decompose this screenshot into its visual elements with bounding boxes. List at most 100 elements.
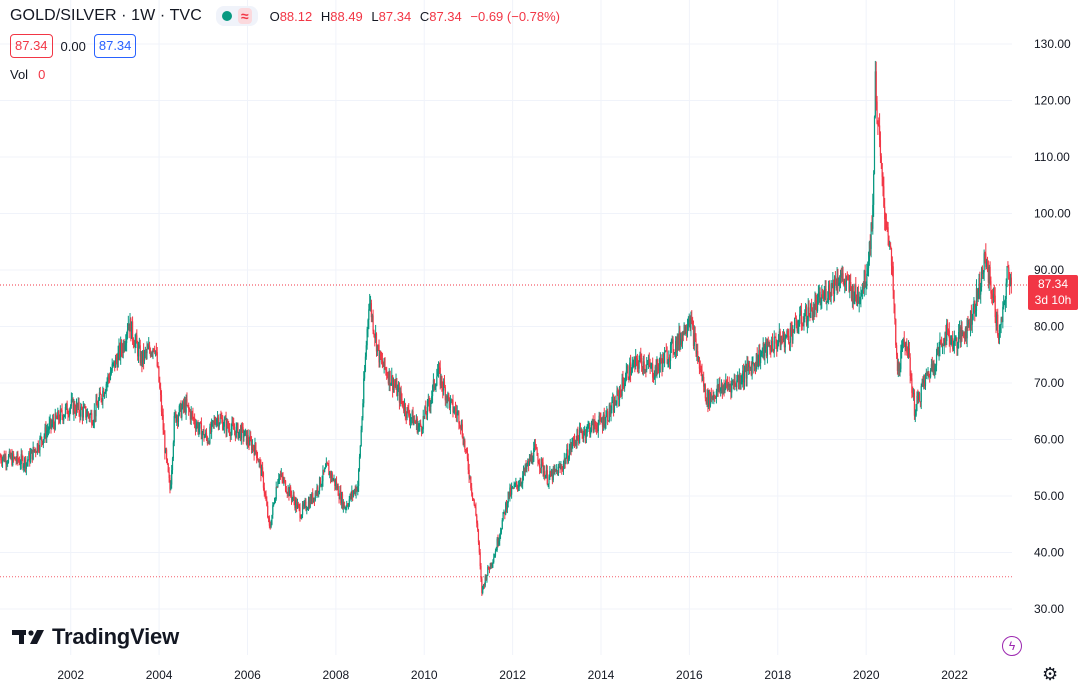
candle-body [548, 476, 550, 485]
candle-body [777, 340, 780, 344]
candle-body [788, 342, 791, 344]
candle-body [371, 315, 373, 318]
candle-body [217, 417, 220, 427]
candle-body [984, 253, 986, 255]
candle-body [330, 473, 333, 478]
candle-body [541, 458, 543, 463]
candle-body [199, 422, 201, 429]
candle-body [296, 503, 299, 509]
symbol-title[interactable]: GOLD/SILVER · 1W · TVC [10, 7, 202, 24]
candle-body [418, 425, 420, 427]
candle-body [840, 276, 842, 278]
candle-body [125, 342, 127, 346]
bid-button[interactable]: 87.34 [10, 34, 53, 58]
candle-body [426, 401, 429, 415]
approx-wave-icon[interactable]: ≈ [237, 8, 252, 24]
candle-body [276, 487, 278, 489]
y-tick-label: 70.00 [1034, 376, 1064, 390]
candle-body [453, 411, 455, 413]
candle-body [734, 381, 736, 385]
candle-body [722, 386, 724, 394]
candle-body [486, 575, 488, 580]
candle-body [1002, 306, 1004, 323]
candle-body [154, 350, 156, 352]
candle-body [341, 494, 343, 504]
candle-body [539, 464, 541, 468]
candle-body [188, 405, 190, 410]
candle-body [703, 384, 706, 387]
candle-body [14, 457, 16, 461]
candle-body [428, 400, 430, 405]
tradingview-logo[interactable]: TradingView [12, 624, 179, 650]
candle-body [508, 491, 510, 498]
candle-body [309, 497, 311, 508]
candle-body [482, 584, 485, 586]
candle-body [99, 392, 101, 395]
candle-body [724, 387, 726, 393]
candle-body [752, 363, 754, 365]
indicator-toggle[interactable]: ≈ [215, 6, 258, 26]
candle-body [863, 270, 865, 290]
candle-body [198, 428, 200, 432]
lightning-icon[interactable]: ϟ [1002, 636, 1022, 656]
candle-body [449, 399, 452, 408]
volume-value: 0 [38, 67, 46, 82]
candle-body [504, 511, 506, 515]
candle-body [996, 314, 998, 327]
candle-body [397, 387, 400, 389]
candle-body [628, 377, 630, 380]
candle-body [239, 429, 242, 440]
candle-body [48, 422, 50, 430]
candle-body [917, 395, 919, 400]
candle-body [17, 453, 19, 461]
candle-body [567, 448, 569, 462]
candle-body [150, 352, 152, 356]
candle-body [131, 321, 133, 339]
candle-body [252, 445, 254, 449]
candle-body [813, 311, 815, 315]
candle-body [966, 319, 968, 339]
candle-body [744, 366, 746, 372]
candle-body [673, 352, 675, 354]
candle-body [35, 449, 37, 453]
candle-body [769, 345, 771, 351]
candle-body [58, 419, 61, 422]
candle-body [890, 248, 893, 266]
candle-body [983, 253, 985, 273]
candle-body [806, 321, 808, 326]
volume-label[interactable]: Vol [10, 67, 29, 82]
candle-body [137, 343, 139, 357]
candle-body [204, 435, 206, 438]
candle-body [902, 339, 904, 344]
candle-body [144, 351, 146, 353]
candle-body [52, 420, 55, 425]
candle-body [551, 471, 554, 481]
candle-body [179, 403, 181, 406]
x-tick-label: 2008 [323, 668, 350, 682]
candle-body [938, 347, 940, 354]
ask-button[interactable]: 87.34 [93, 34, 137, 58]
candle-body [537, 455, 539, 463]
candle-body [911, 378, 913, 393]
candle-body [376, 344, 378, 352]
candle-body [516, 481, 518, 486]
gear-icon[interactable]: ⚙ [1042, 664, 1059, 684]
candle-body [107, 375, 109, 382]
ohlc-close-value: 87.34 [429, 8, 462, 24]
candle-body [832, 279, 834, 288]
candle-body [216, 419, 218, 426]
candle-body [549, 471, 551, 477]
candle-body [766, 340, 769, 356]
candle-body [164, 434, 166, 454]
candle-body [714, 394, 716, 398]
candle-body [671, 339, 673, 341]
candle-body [31, 449, 33, 460]
candle-body [857, 294, 859, 303]
candle-body [109, 377, 111, 380]
candle-body [398, 387, 401, 403]
candle-body [547, 484, 549, 486]
candle-body [413, 419, 415, 426]
candle-body [862, 285, 865, 290]
candle-body [388, 370, 390, 384]
